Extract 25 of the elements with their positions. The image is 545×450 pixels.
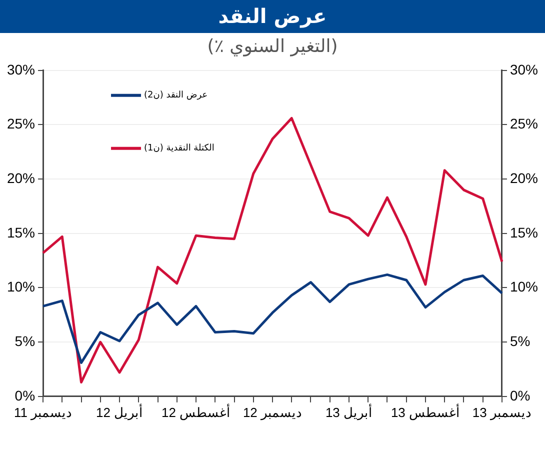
y2-tick-label: 30% <box>510 61 538 78</box>
legend-label: عرض النقد (ن2) <box>144 90 208 101</box>
y2-tick-label: 10% <box>510 278 538 295</box>
chart-title: عرض النقد <box>0 0 545 33</box>
y2-tick-label: 0% <box>510 387 530 404</box>
x-tick-label: أبريل 13 <box>325 404 373 421</box>
y2-tick-label: 15% <box>510 224 538 240</box>
x-tick-label: ديسمبر 13 <box>472 404 532 421</box>
x-tick-label: أغسطس 12 <box>161 404 231 421</box>
y-tick-label: 30% <box>6 61 36 78</box>
legend-label: الكتلة النقدية (ن1) <box>144 144 214 154</box>
x-tick-label: ديسمبر 12 <box>242 404 302 421</box>
y-tick-label: 20% <box>6 170 36 186</box>
x-tick-label: أبريل 12 <box>96 404 144 421</box>
y-tick-label: 10% <box>6 278 36 295</box>
x-tick-label: أغسطس 13 <box>390 404 460 421</box>
y2-tick-label: 20% <box>510 170 538 186</box>
chart-subtitle: (التغير السنوي ٪) <box>206 35 339 59</box>
x-tick-label: ديسمبر 11 <box>14 404 72 421</box>
y2-tick-label: 25% <box>510 116 538 132</box>
y-tick-label: 25% <box>6 116 36 132</box>
y2-tick-label: 5% <box>510 332 530 349</box>
y-tick-label: 5% <box>14 332 36 349</box>
y-tick-label: 0% <box>14 387 36 404</box>
y-tick-label: 15% <box>6 224 36 240</box>
